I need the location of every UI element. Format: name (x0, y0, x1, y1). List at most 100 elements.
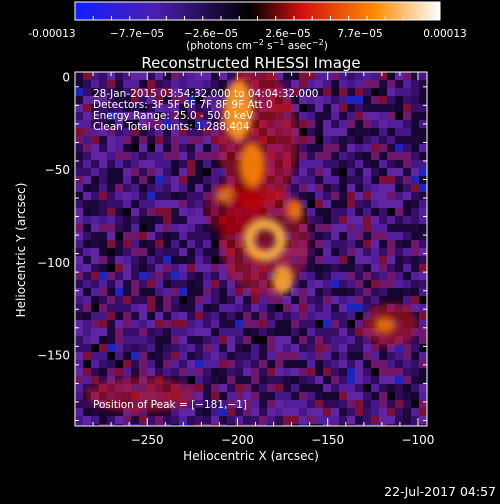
image-pixel (291, 360, 299, 368)
image-pixel (355, 336, 363, 344)
image-pixel (211, 296, 219, 304)
image-pixel (347, 72, 355, 80)
image-pixel (283, 352, 291, 360)
image-pixel (275, 368, 283, 376)
image-pixel (131, 152, 139, 160)
image-pixel (131, 184, 139, 192)
image-pixel (331, 248, 339, 256)
image-pixel (315, 376, 323, 384)
image-pixel (315, 416, 323, 424)
image-pixel (347, 192, 355, 200)
image-pixel (411, 376, 419, 384)
image-pixel (283, 80, 291, 88)
image-pixel (403, 152, 411, 160)
image-pixel (339, 104, 347, 112)
image-pixel (203, 352, 211, 360)
image-pixel (75, 128, 83, 136)
image-pixel (163, 192, 171, 200)
image-pixel (131, 160, 139, 168)
image-pixel (291, 336, 299, 344)
image-pixel (99, 184, 107, 192)
image-pixel (347, 184, 355, 192)
image-pixel (75, 232, 83, 240)
image-pixel (307, 344, 315, 352)
image-pixel (163, 160, 171, 168)
energy-range-text: Energy Range: 25.0 ‑ 50.0 keV (93, 110, 254, 122)
image-pixel (155, 360, 163, 368)
image-pixel (307, 304, 315, 312)
image-pixel (131, 360, 139, 368)
image-pixel (91, 168, 99, 176)
image-pixel (363, 360, 371, 368)
image-pixel (203, 248, 211, 256)
image-pixel (339, 152, 347, 160)
image-pixel (179, 176, 187, 184)
image-pixel (139, 280, 147, 288)
image-pixel (315, 232, 323, 240)
detectors-text: Detectors: 3F 5F 6F 7F 8F 9F Att 0 (93, 99, 273, 111)
image-pixel (331, 208, 339, 216)
image-pixel (411, 104, 419, 112)
image-pixel (315, 176, 323, 184)
image-pixel (83, 184, 91, 192)
image-pixel (99, 248, 107, 256)
image-pixel (131, 320, 139, 328)
image-pixel (139, 208, 147, 216)
image-pixel (235, 392, 243, 400)
image-pixel (83, 424, 91, 426)
image-pixel (211, 112, 219, 120)
image-pixel (83, 312, 91, 320)
image-pixel (283, 312, 291, 320)
image-pixel (171, 312, 179, 320)
image-pixel (219, 296, 227, 304)
image-pixel (171, 280, 179, 288)
image-pixel (171, 248, 179, 256)
image-pixel (403, 224, 411, 232)
image-pixel (307, 336, 315, 344)
image-pixel (395, 400, 403, 408)
image-pixel (131, 312, 139, 320)
image-pixel (83, 216, 91, 224)
image-pixel (75, 96, 83, 104)
image-pixel (123, 224, 131, 232)
image-pixel (299, 328, 307, 336)
colorbar-tick-label: 7.7e−05 (337, 28, 382, 40)
image-pixel (131, 256, 139, 264)
image-pixel (347, 104, 355, 112)
image-pixel (115, 168, 123, 176)
image-pixel (155, 152, 163, 160)
image-pixel (171, 376, 179, 384)
image-pixel (291, 96, 299, 104)
image-pixel (203, 280, 211, 288)
image-pixel (203, 232, 211, 240)
image-pixel (299, 200, 307, 208)
image-pixel (315, 408, 323, 416)
image-pixel (347, 296, 355, 304)
image-pixel (107, 120, 115, 128)
image-pixel (275, 384, 283, 392)
image-pixel (131, 104, 139, 112)
image-pixel (371, 192, 379, 200)
image-pixel (411, 264, 419, 272)
image-pixel (91, 192, 99, 200)
image-pixel (307, 208, 315, 216)
image-pixel (315, 120, 323, 128)
image-pixel (395, 168, 403, 176)
image-pixel (387, 224, 395, 232)
image-pixel (355, 176, 363, 184)
image-pixel (115, 296, 123, 304)
image-pixel (355, 160, 363, 168)
image-pixel (139, 304, 147, 312)
image-pixel (323, 176, 331, 184)
image-pixel (323, 232, 331, 240)
image-pixel (179, 248, 187, 256)
image-pixel (155, 176, 163, 184)
image-pixel (155, 232, 163, 240)
image-pixel (195, 200, 203, 208)
heatmap-image (75, 72, 427, 426)
image-pixel (163, 288, 171, 296)
image-pixel (275, 320, 283, 328)
image-pixel (251, 312, 259, 320)
image-pixel (99, 88, 107, 96)
